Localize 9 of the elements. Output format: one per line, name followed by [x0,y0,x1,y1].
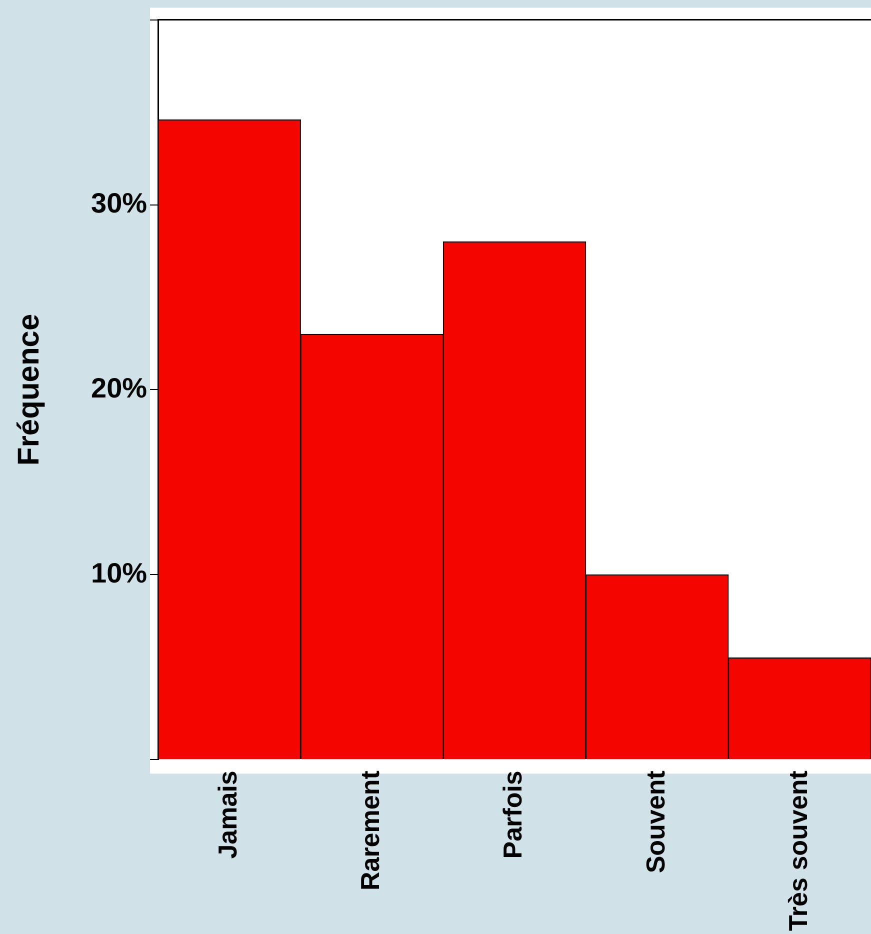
y-axis-title: Fréquence [12,314,46,466]
x-tick-label: Rarement [355,770,386,891]
y-tick-label: 20% [90,372,148,404]
x-tick-label: Jamais [212,770,243,859]
x-tick-label: Parfois [498,770,528,859]
y-tick-label: 30% [90,187,148,218]
y-tick-label: 10% [90,557,148,588]
x-tick-label: Souvent [640,770,670,874]
x-tick-label: Très souvent [782,770,813,932]
